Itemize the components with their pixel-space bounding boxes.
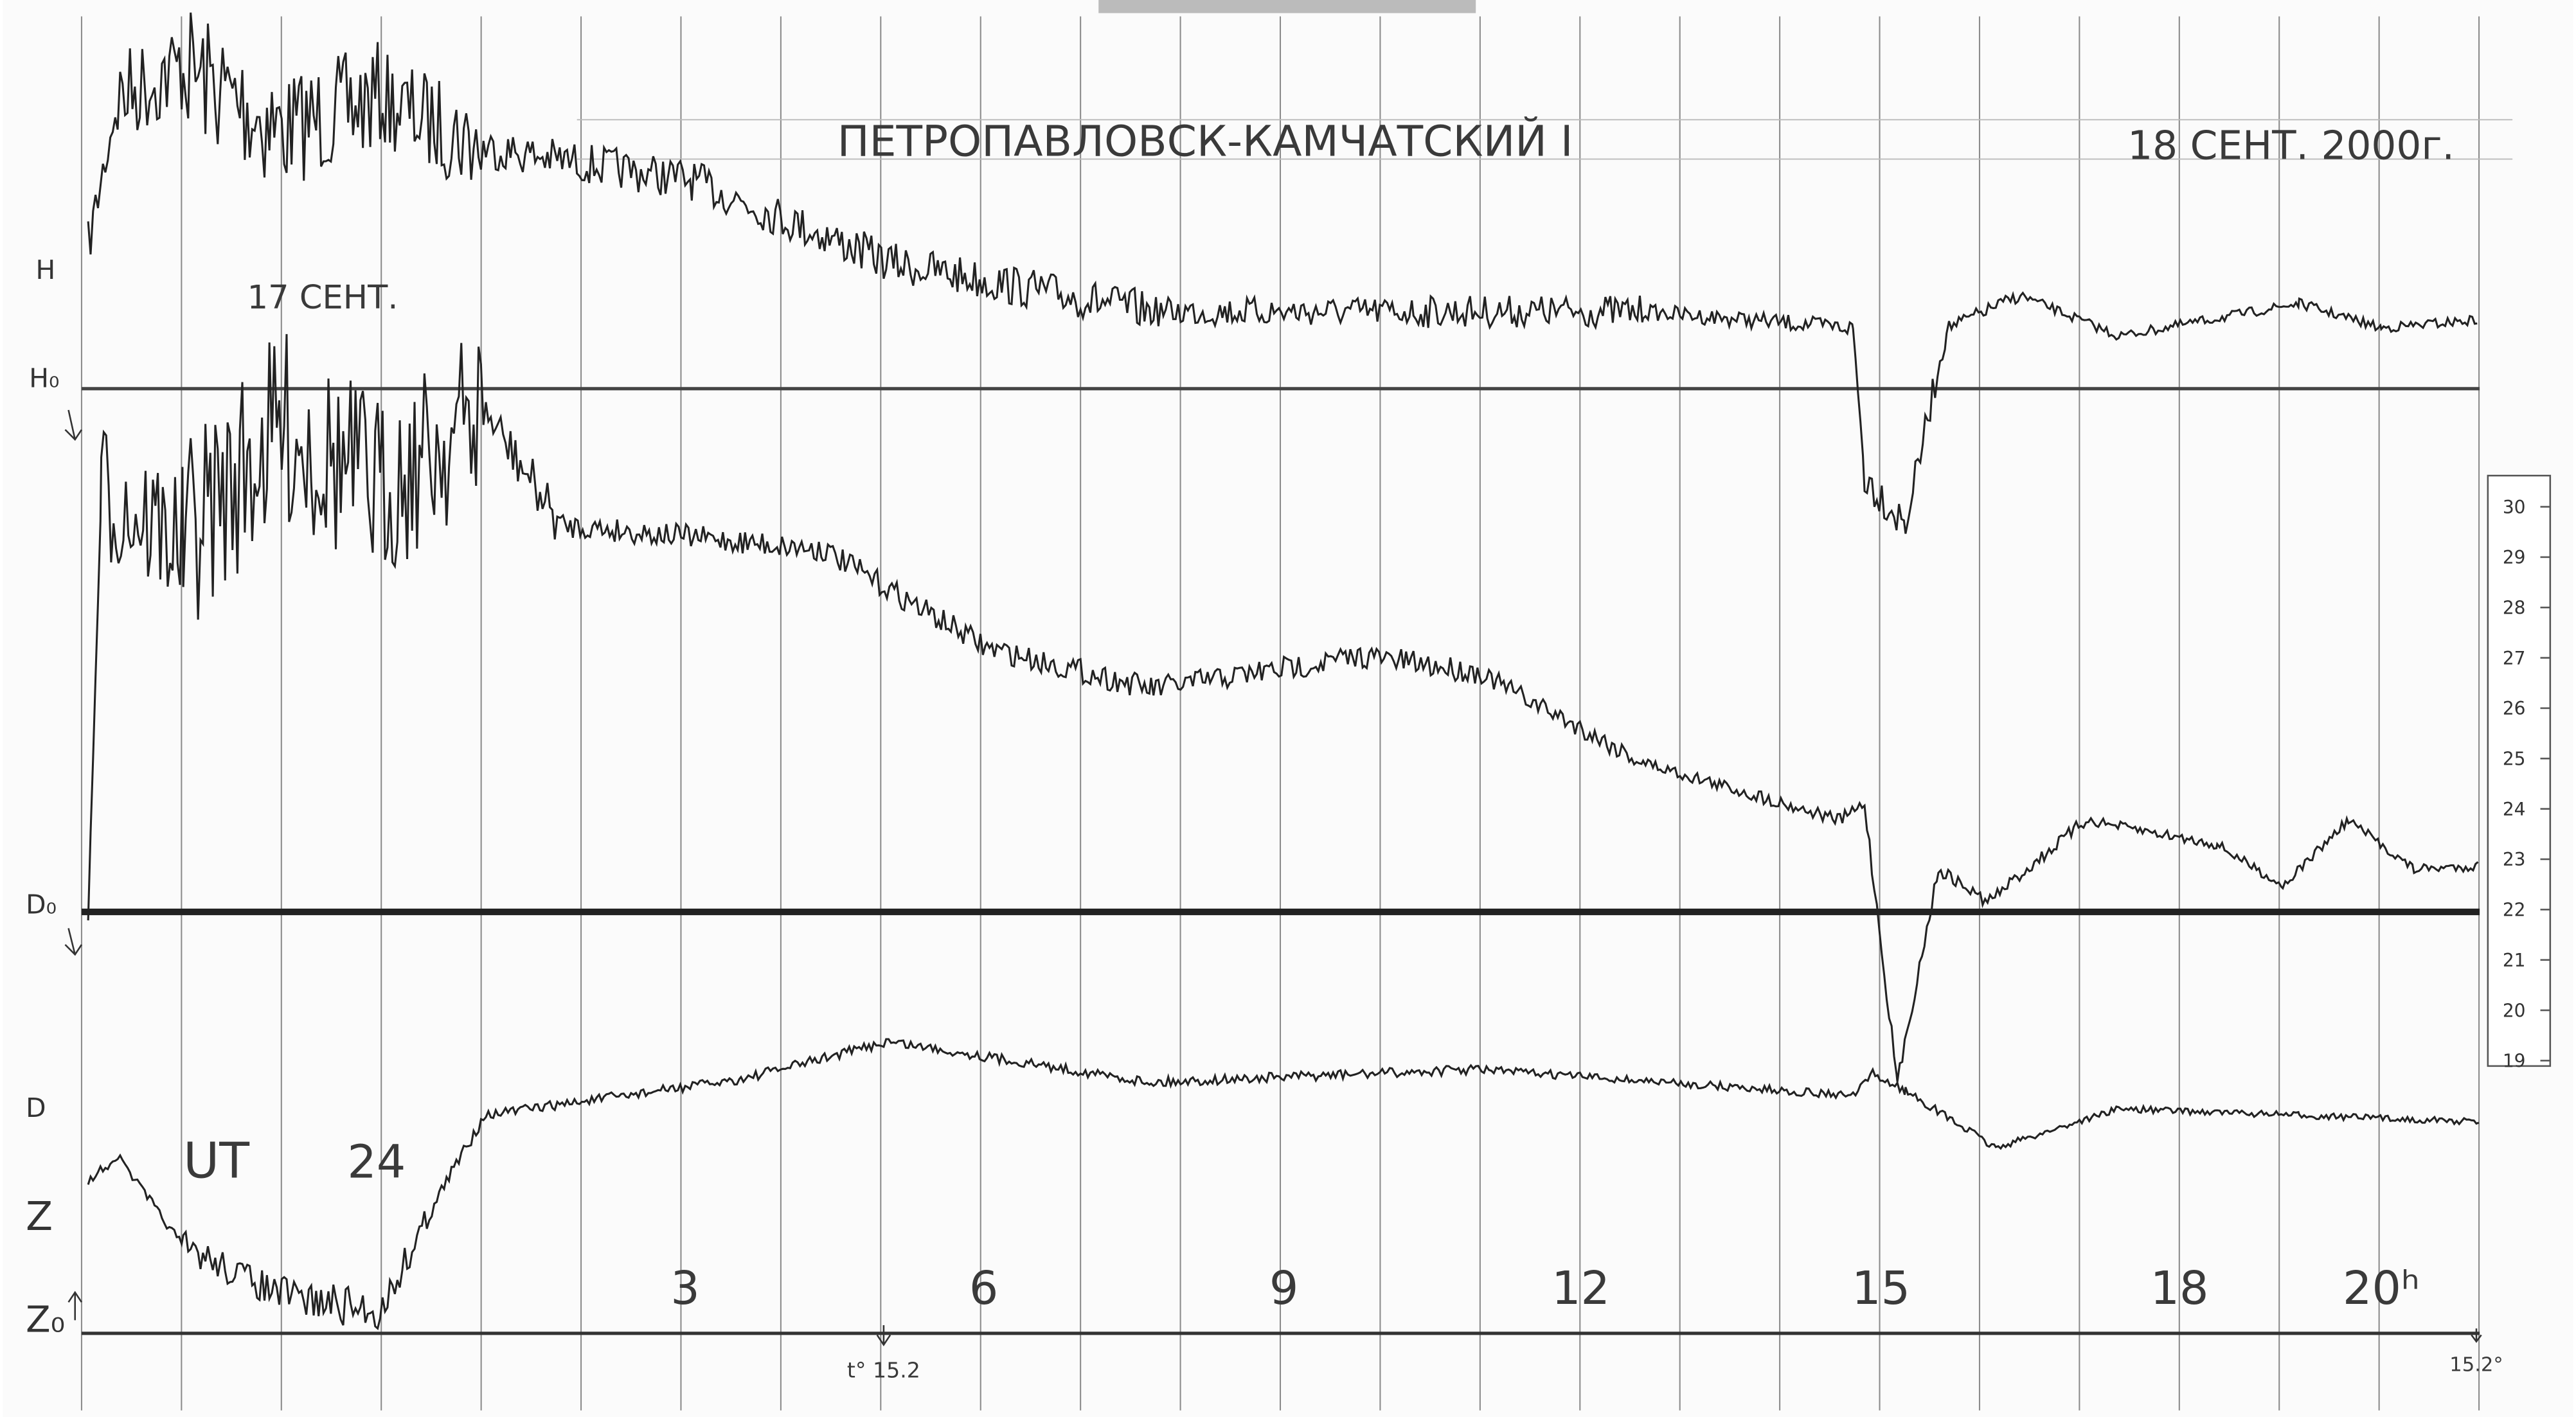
hour-label: 6: [969, 1261, 998, 1315]
label-h0: H₀: [29, 362, 59, 393]
thermometer-number: 19: [2503, 1051, 2526, 1072]
direction-arrows: [64, 409, 83, 1321]
hour-label: 9: [1269, 1261, 1298, 1315]
thermometer-strip: [2487, 474, 2552, 1067]
hour-label: 3: [670, 1261, 699, 1315]
thermometer-number: 25: [2503, 749, 2526, 770]
h-trace: [87, 12, 2478, 534]
thermometer-number: 24: [2503, 799, 2526, 820]
temperature-end: 15.2°: [2449, 1354, 2503, 1377]
thermometer-number: 21: [2503, 950, 2526, 971]
thermometer-number: 26: [2503, 698, 2526, 719]
thermometer-number: 28: [2503, 597, 2526, 618]
thermometer-number: 20: [2503, 1000, 2526, 1021]
thermometer-number: 30: [2503, 497, 2526, 518]
thermometer-number: 29: [2503, 547, 2526, 568]
label-d: D: [26, 1092, 46, 1123]
thermometer-scale: 30 29 28 27 26 25 24 23 22 21 20 19: [2503, 497, 2550, 1072]
z-trace: [87, 1038, 2480, 1330]
hour-grid: [80, 16, 2480, 1411]
thermometer-number: 22: [2503, 900, 2526, 921]
scan-strip: [1098, 0, 1476, 13]
temperature-marks: [876, 1325, 2482, 1347]
hour-labels: 3 6 9 12 15 18 20ʰ: [670, 1261, 2419, 1315]
label-z0: Z₀: [26, 1299, 65, 1341]
hour-label: 12: [1552, 1261, 1610, 1315]
hour-label: 20ʰ: [2343, 1261, 2420, 1315]
hour-label: 15: [1852, 1261, 1910, 1315]
d-trace: [87, 334, 2479, 1082]
ut-label: UT: [183, 1132, 249, 1190]
paper: [3, 0, 2573, 1417]
ut-hour: 24: [347, 1135, 406, 1188]
label-z: Z: [26, 1194, 53, 1240]
temperature-start: t° 15.2: [847, 1358, 920, 1383]
title: ПЕТРОПАВЛОВСК-КАМЧАТСКИЙ I: [837, 116, 1573, 166]
label-h: H: [35, 254, 55, 285]
previous-day: 17 СЕНТ.: [247, 279, 398, 317]
label-d0: D₀: [26, 889, 57, 920]
thermometer-number: 27: [2503, 648, 2526, 669]
date: 18 СЕНТ. 2000г.: [2127, 123, 2455, 169]
hour-label: 18: [2151, 1261, 2209, 1315]
traces: [87, 12, 2480, 1330]
thermometer-number: 23: [2503, 849, 2526, 870]
